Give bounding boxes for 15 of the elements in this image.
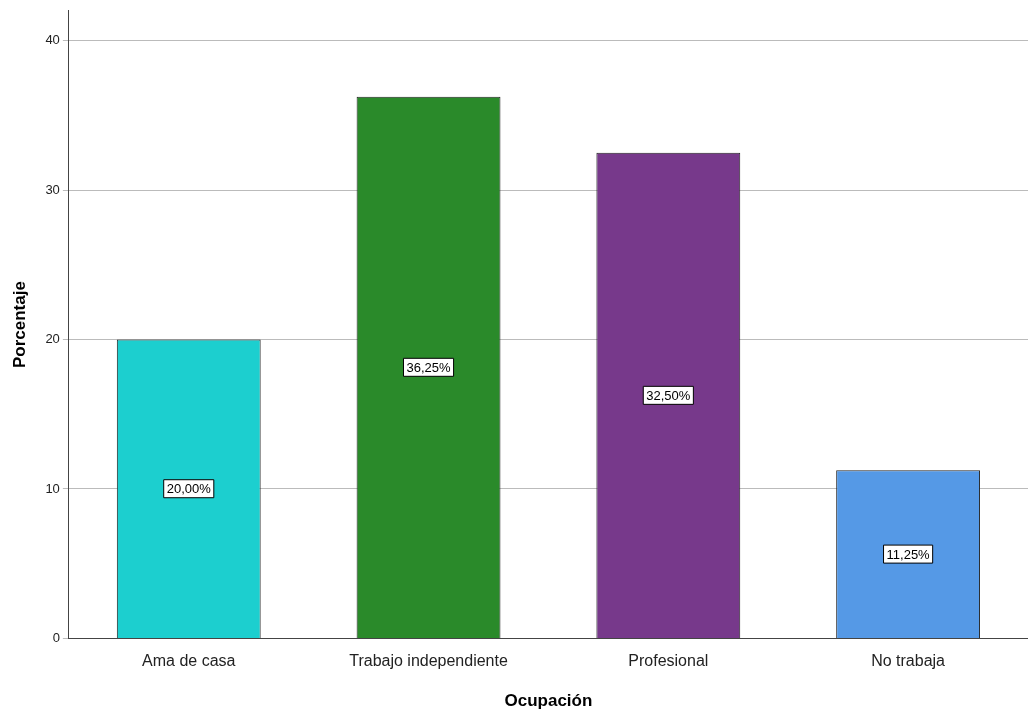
x-tick-label: No trabaja xyxy=(871,652,946,670)
data-label: 32,50% xyxy=(646,387,691,403)
data-label: 36,25% xyxy=(406,359,452,375)
data-label: 11,25% xyxy=(886,546,931,562)
x-tick-label: Ama de casa xyxy=(142,652,236,670)
data-label: 20,00% xyxy=(166,481,212,497)
y-tick-label: 30 xyxy=(45,181,60,197)
y-axis-title: Porcentaje xyxy=(9,281,29,369)
x-tick-label: Profesional xyxy=(628,652,709,670)
y-tick-label: 40 xyxy=(45,32,60,48)
x-tick-label: Trabajo independiente xyxy=(349,652,508,670)
y-tick-label: 0 xyxy=(52,629,60,645)
y-tick-label: 20 xyxy=(45,331,60,347)
y-tick-label: 10 xyxy=(45,480,60,496)
x-axis-title: Ocupación xyxy=(504,691,593,711)
